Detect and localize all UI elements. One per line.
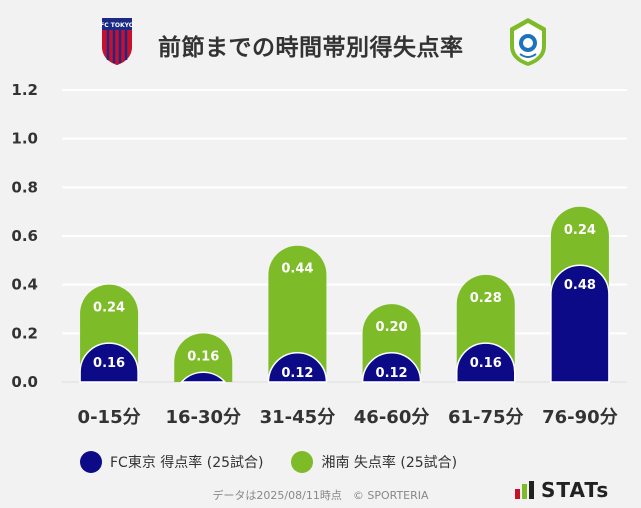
x-axis-ticks: 0-15分 16-30分 31-45分 46-60分 61-75分 76-90分 [78, 407, 618, 428]
data-label-fc-tokyo: 0.16 [93, 356, 125, 371]
y-tick-label: 0.8 [11, 178, 38, 196]
bar-fc-tokyo [550, 264, 610, 383]
data-label-shonan: 0.24 [93, 301, 125, 316]
y-tick-label: 0.4 [11, 276, 38, 294]
y-tick-label: 1.2 [11, 81, 38, 99]
fc-tokyo-logo: FC TOKYO [100, 18, 134, 65]
data-label-shonan: 0.44 [281, 262, 313, 277]
footer-note: データは2025/08/11時点 © SPORTERIA [212, 489, 429, 502]
x-tick-label: 46-60分 [354, 407, 430, 428]
stats-brand: STATs [515, 478, 609, 502]
stats-brand-text: STATs [541, 478, 610, 502]
grid-lines [62, 89, 627, 383]
bar-fc-tokyo [79, 342, 139, 383]
data-label-shonan: 0.28 [470, 291, 502, 306]
y-axis-ticks: 0.0 0.2 0.4 0.6 0.8 1.0 1.2 [11, 81, 38, 391]
stats-logo-icon [515, 481, 534, 499]
bar-fc-tokyo [361, 352, 422, 383]
x-tick-label: 76-90分 [542, 407, 618, 428]
legend-label-fc-tokyo: FC東京 得点率 (25試合) [110, 455, 264, 471]
legend-item-shonan: 湘南 失点率 (25試合) [291, 451, 457, 473]
data-label-shonan: 0.24 [564, 223, 596, 238]
legend-swatch-shonan [291, 451, 314, 473]
data-label-shonan: 0.16 [187, 349, 219, 364]
x-tick-label: 16-30分 [165, 407, 241, 428]
y-tick-label: 0.6 [11, 227, 38, 245]
bars: 0.16 0.24 0.16 0.12 0.44 0.12 0.20 0.16 0.28 0.48… [79, 206, 610, 383]
chart-area: 0.00.20.40.60.81.01.2 0.160.240.160.120.… [11, 81, 627, 428]
bar-fc-tokyo [456, 342, 516, 383]
data-label-shonan: 0.20 [376, 320, 408, 335]
x-tick-label: 31-45分 [260, 407, 336, 428]
legend: FC東京 得点率 (25試合) 湘南 失点率 (25試合) [80, 448, 457, 476]
data-label-fc-tokyo: 0.16 [470, 356, 502, 371]
bar-shonan [268, 245, 327, 382]
bar-shonan [174, 333, 233, 382]
data-label-fc-tokyo: 0.48 [564, 278, 596, 293]
chart-header: FC TOKYO 前節までの時間帯別得失点率 [0, 14, 641, 70]
y-tick-label: 1.0 [11, 130, 38, 148]
x-tick-label: 0-15分 [78, 407, 141, 428]
y-tick-label: 0.0 [11, 373, 38, 391]
bar-fc-tokyo [179, 371, 227, 383]
legend-item-fc-tokyo: FC東京 得点率 (25試合) [80, 451, 263, 473]
x-tick-label: 61-75分 [448, 407, 524, 428]
y-tick-label: 0.2 [11, 324, 38, 342]
chart-title: 前節までの時間帯別得失点率 [158, 35, 464, 61]
data-label-fc-tokyo: 0.12 [376, 366, 408, 381]
legend-label-shonan: 湘南 失点率 (25試合) [321, 455, 458, 471]
legend-swatch-fc-tokyo [80, 451, 102, 473]
data-label-fc-tokyo: 0.12 [281, 366, 313, 381]
shonan-bellmare-logo [510, 18, 546, 66]
bar-fc-tokyo [267, 352, 328, 383]
logo-text: FC TOKYO [100, 22, 134, 29]
